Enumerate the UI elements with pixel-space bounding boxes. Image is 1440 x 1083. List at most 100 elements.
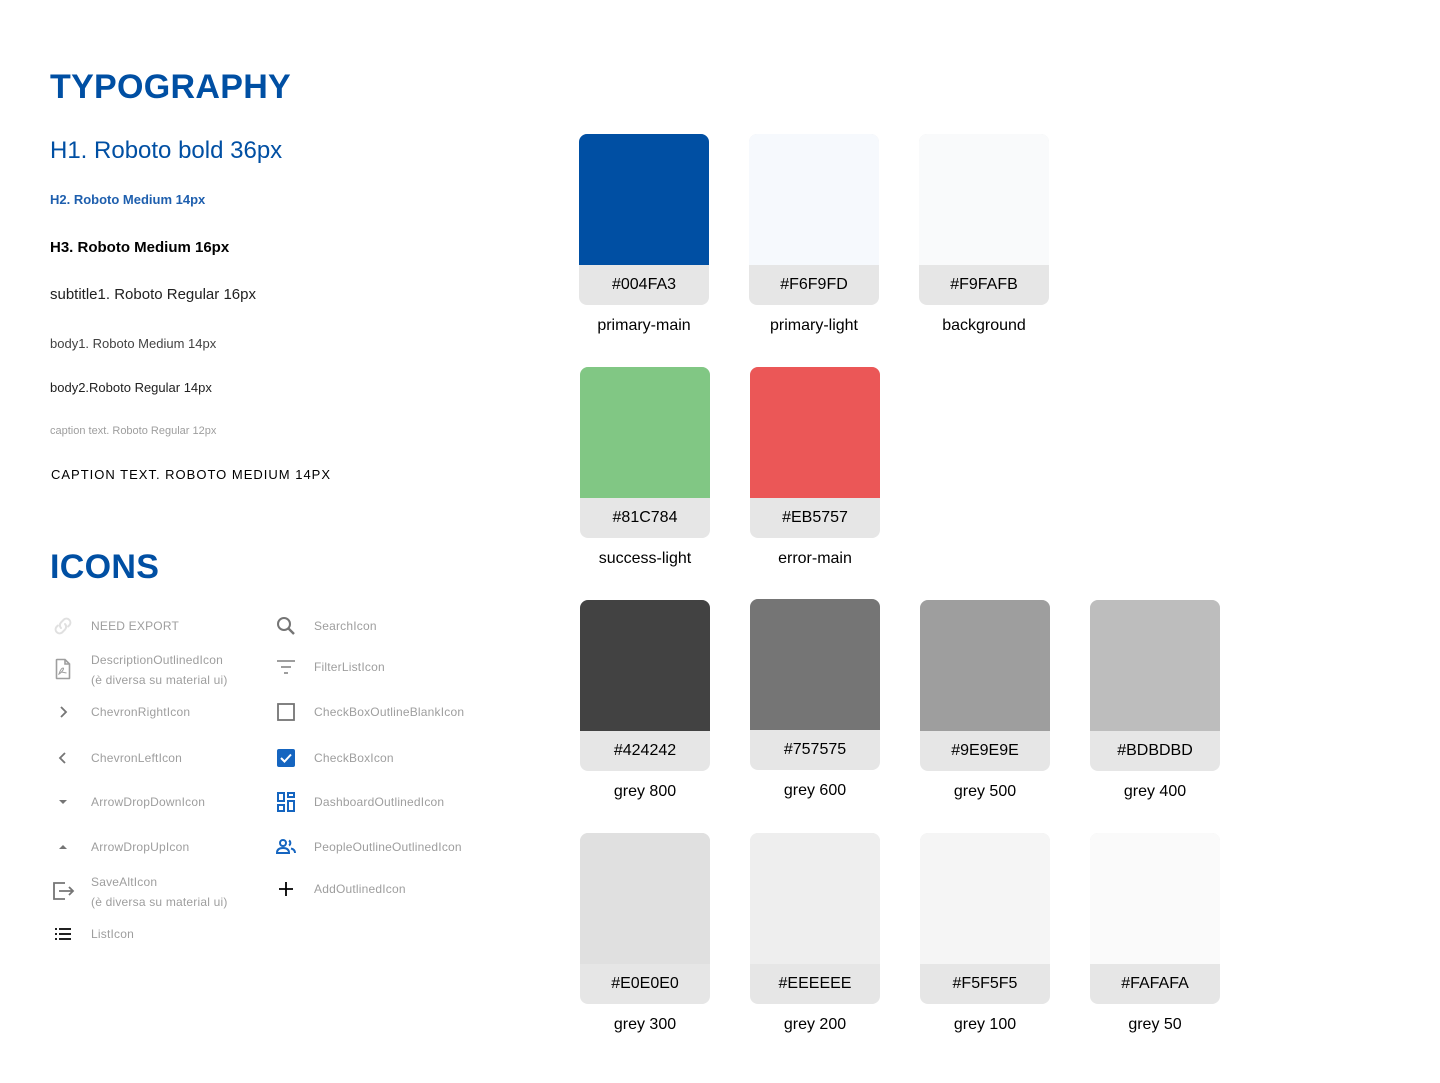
icon-label: PeopleOutlineOutlinedIcon — [314, 840, 462, 854]
swatch-name: primary-main — [597, 317, 691, 334]
h3-sample: H3. Roboto Medium 16px — [50, 239, 230, 256]
dashboard-outlined-icon — [273, 789, 299, 815]
swatch-primary-main: #004FA3 primary-main — [579, 134, 709, 335]
swatch-hex: #757575 — [783, 741, 847, 758]
icon-note: (è diversa su material ui) — [91, 673, 228, 687]
icon-entry-search: SearchIcon — [273, 616, 377, 639]
icon-label: CheckBoxIcon — [314, 751, 394, 765]
swatch-hex: #EB5757 — [782, 509, 848, 526]
icons-title: ICONS — [50, 548, 160, 586]
h1-sample: H1. Roboto bold 36px — [50, 137, 283, 164]
swatch-name: error-main — [778, 550, 852, 567]
swatch-color — [1090, 833, 1220, 964]
swatch-name: grey 600 — [783, 782, 847, 799]
swatch-color — [579, 134, 709, 265]
icon-entry-save-alt: SaveAltIcon (è diversa su material ui) — [50, 872, 228, 912]
h2-sample: H2. Roboto Medium 14px — [50, 192, 206, 207]
swatch-hex: #F9FAFB — [950, 276, 1018, 293]
typography-title: TYPOGRAPHY — [50, 68, 292, 106]
arrow-drop-down-icon — [50, 789, 76, 815]
swatch-background: #F9FAFB background — [919, 134, 1049, 335]
icon-label: DashboardOutlinedIcon — [314, 795, 445, 809]
icon-entry-chevron-left: ChevronLeftIcon — [50, 748, 182, 771]
swatch-color — [750, 599, 880, 730]
swatch-grey-300: #E0E0E0 grey 300 — [580, 833, 710, 1034]
arrow-drop-up-icon — [50, 834, 76, 860]
swatch-hex: #9E9E9E — [951, 742, 1019, 759]
icon-label: ChevronLeftIcon — [91, 751, 183, 765]
save-alt-icon — [50, 878, 76, 904]
caption-sample: caption text. Roboto Regular 12px — [50, 425, 217, 437]
swatch-name: grey 800 — [613, 783, 677, 800]
icon-label: ListIcon — [91, 927, 134, 941]
swatch-color — [750, 367, 880, 498]
swatch-grey-100: #F5F5F5 grey 100 — [920, 833, 1050, 1034]
swatch-color — [750, 833, 880, 964]
swatch-grey-200: #EEEEEE grey 200 — [750, 833, 880, 1034]
swatch-color — [920, 833, 1050, 964]
icon-label: DescriptionOutlinedIcon — [91, 653, 224, 667]
icon-label: ArrowDropDownIcon — [91, 795, 206, 809]
icon-entry-filter-list: FilterListIcon — [273, 657, 385, 680]
swatch-hex: #004FA3 — [611, 276, 677, 293]
icon-note: (è diversa su material ui) — [91, 895, 228, 909]
swatch-color — [920, 600, 1050, 731]
icon-entry-link: NEED EXPORT — [50, 616, 179, 639]
swatch-primary-light: #F6F9FD primary-light — [749, 134, 879, 335]
checkbox-icon — [273, 745, 299, 771]
icon-entry-checkbox-blank: CheckBoxOutlineBlankIcon — [273, 702, 464, 725]
icon-entry-list: ListIcon — [50, 924, 134, 947]
swatch-name: grey 300 — [613, 1016, 677, 1033]
swatch-name: grey 500 — [953, 783, 1017, 800]
swatch-name: success-light — [598, 550, 692, 567]
swatch-hex: #BDBDBD — [1117, 742, 1193, 759]
swatch-grey-500: #9E9E9E grey 500 — [920, 600, 1050, 801]
body1-sample: body1. Roboto Medium 14px — [50, 336, 217, 351]
link-icon — [50, 613, 76, 639]
icon-label: AddOutlinedIcon — [314, 882, 406, 896]
swatch-name: grey 400 — [1123, 783, 1187, 800]
add-outlined-icon — [273, 876, 299, 902]
icon-entry-chevron-right: ChevronRightIcon — [50, 702, 190, 725]
icon-entry-arrow-drop-down: ArrowDropDownIcon — [50, 792, 205, 815]
list-icon — [50, 921, 76, 947]
icon-label: SaveAltIcon — [91, 875, 158, 889]
swatch-grey-50: #FAFAFA grey 50 — [1090, 833, 1220, 1034]
people-outline-outlined-icon — [273, 834, 299, 860]
swatch-hex: #E0E0E0 — [611, 975, 679, 992]
search-icon — [273, 613, 299, 639]
swatch-name: primary-light — [769, 317, 858, 334]
body2-sample: body2.Roboto Regular 14px — [50, 380, 212, 395]
swatch-hex: #424242 — [613, 742, 677, 759]
swatch-hex: #F6F9FD — [780, 276, 848, 293]
swatch-grey-600: #757575 grey 600 — [750, 599, 880, 800]
swatch-hex: #F5F5F5 — [952, 975, 1018, 992]
icon-label: CheckBoxOutlineBlankIcon — [314, 705, 465, 719]
swatch-color — [919, 134, 1049, 265]
swatch-color — [580, 833, 710, 964]
swatch-name: grey 100 — [953, 1016, 1017, 1033]
swatch-hex: #81C784 — [612, 509, 678, 526]
swatch-name: grey 50 — [1128, 1016, 1182, 1033]
icon-entry-checkbox: CheckBoxIcon — [273, 748, 394, 771]
checkbox-outline-blank-icon — [273, 699, 299, 725]
chevron-left-icon — [50, 745, 76, 771]
caption-caps-sample: CAPTION TEXT. ROBOTO MEDIUM 14PX — [51, 467, 332, 482]
icon-entry-add: AddOutlinedIcon — [273, 879, 406, 902]
filter-list-icon — [273, 654, 299, 680]
icon-entry-dashboard: DashboardOutlinedIcon — [273, 792, 444, 815]
chevron-right-icon — [50, 699, 76, 725]
swatch-name: grey 200 — [783, 1016, 847, 1033]
swatch-hex: #FAFAFA — [1121, 975, 1189, 992]
swatch-color — [749, 134, 879, 265]
icon-label: FilterListIcon — [314, 660, 385, 674]
swatch-grey-400: #BDBDBD grey 400 — [1090, 600, 1220, 801]
icon-entry-arrow-drop-up: ArrowDropUpIcon — [50, 837, 189, 860]
icon-label: NEED EXPORT — [91, 619, 179, 633]
swatch-color — [1090, 600, 1220, 731]
swatch-name: background — [942, 317, 1026, 334]
icon-entry-description: DescriptionOutlinedIcon (è diversa su ma… — [50, 650, 228, 690]
icon-entry-people: PeopleOutlineOutlinedIcon — [273, 837, 462, 860]
swatch-error-main: #EB5757 error-main — [750, 367, 880, 568]
subtitle1-sample: subtitle1. Roboto Regular 16px — [50, 286, 256, 303]
